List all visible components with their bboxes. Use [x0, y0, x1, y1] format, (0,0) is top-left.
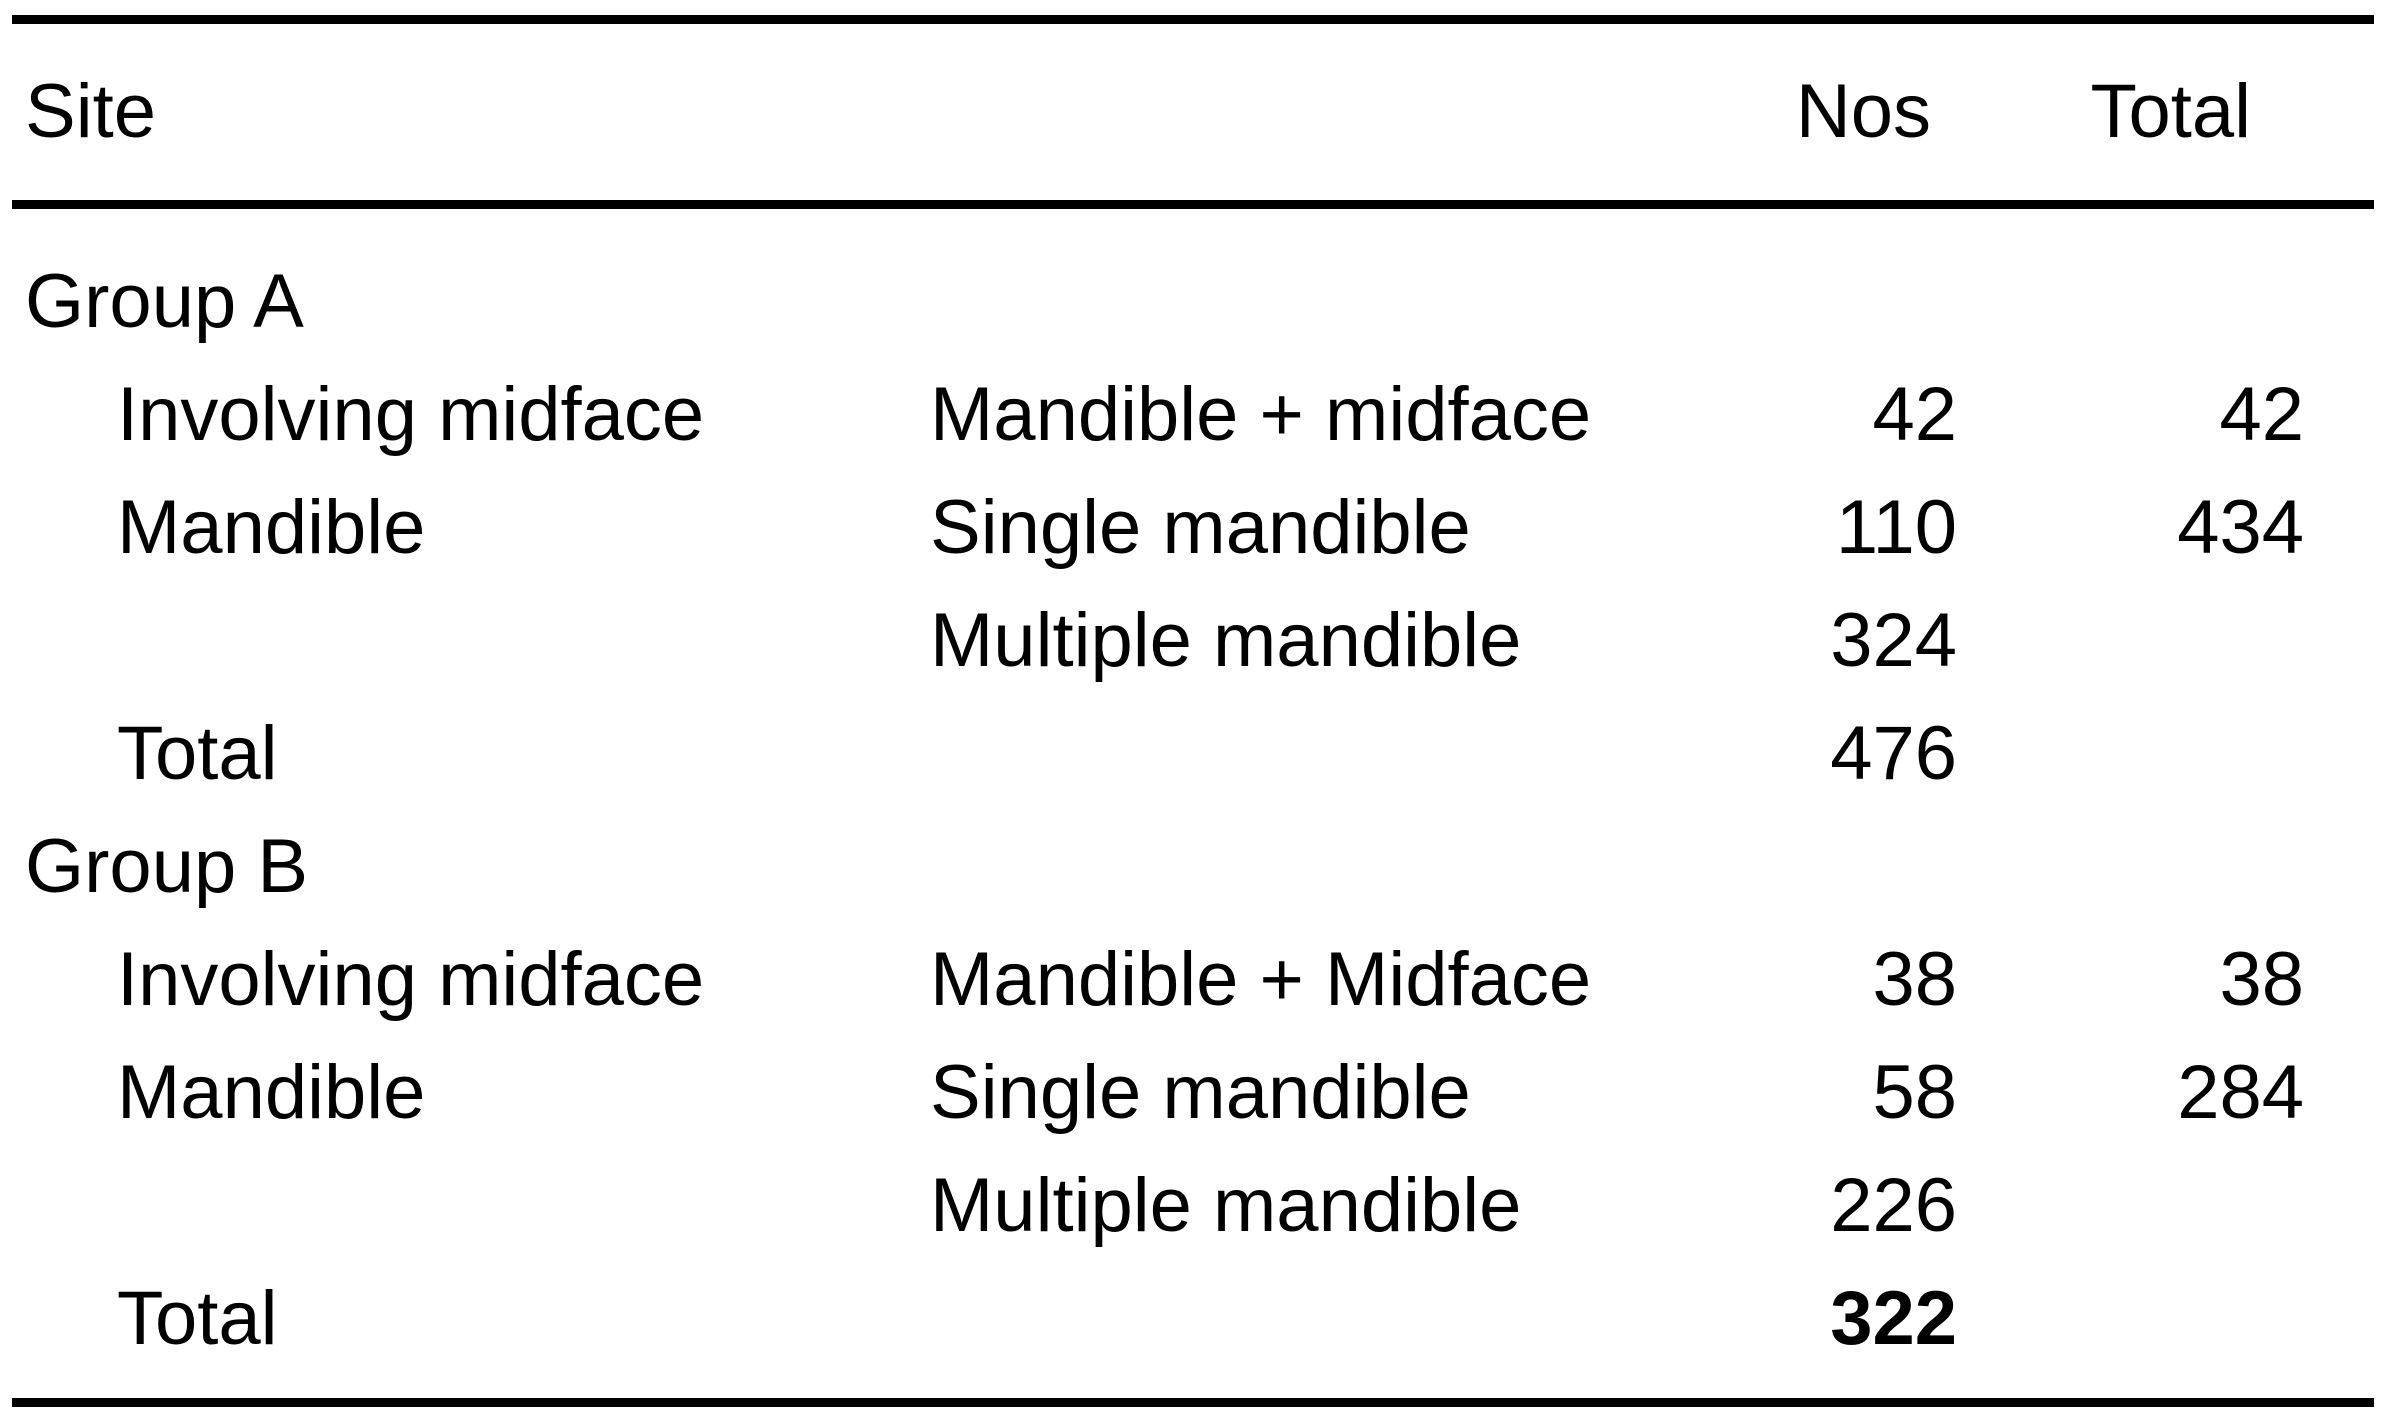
table-body: Group A Involving midface Mandible + midfa…: [12, 205, 2374, 1403]
nos-cell: 38: [1872, 936, 1957, 1022]
site-cell: Total: [117, 710, 278, 796]
table-row: Total 476: [12, 697, 2374, 810]
total-cell: 434: [2177, 484, 2304, 570]
table-header: Site Nos Total: [12, 19, 2374, 209]
col-header-type: [930, 19, 1694, 209]
type-cell: Multiple mandible: [930, 1162, 1522, 1248]
total-cell: 42: [2219, 371, 2304, 457]
total-cell: [1984, 697, 2374, 810]
type-cell: Mandible + Midface: [930, 936, 1592, 1022]
group-label: Group B: [25, 823, 309, 909]
spacer-row: [12, 205, 2374, 246]
site-cell: [12, 584, 930, 697]
col-header-total: Total: [1984, 19, 2374, 209]
table-row: Total 322: [12, 1262, 2374, 1375]
site-cell: Involving midface: [117, 936, 705, 1022]
spacer-cell: [12, 1375, 2374, 1403]
site-cell: Mandible: [117, 1049, 426, 1135]
nos-cell: 226: [1830, 1162, 1957, 1248]
nos-cell: 58: [1872, 1049, 1957, 1135]
type-cell: [930, 1262, 1694, 1375]
table-row: Multiple mandible 324: [12, 584, 2374, 697]
type-cell: Single mandible: [930, 1049, 1471, 1135]
group-header-row: Group A: [12, 245, 2374, 358]
table-row: Multiple mandible 226: [12, 1149, 2374, 1262]
type-cell: [930, 697, 1694, 810]
site-cell: Involving midface: [117, 371, 705, 457]
site-cell: Mandible: [117, 484, 426, 570]
type-cell: Mandible + midface: [930, 371, 1592, 457]
nos-cell: 42: [1872, 371, 1957, 457]
group-header-row: Group B: [12, 810, 2374, 923]
col-header-nos: Nos: [1694, 19, 1984, 209]
site-cell: Total: [117, 1275, 278, 1361]
site-distribution-table: Site Nos Total Group A Involving midface M…: [12, 15, 2374, 1407]
group-label: Group A: [25, 258, 304, 344]
nos-cell: 110: [1835, 484, 1957, 570]
table-row: Involving midface Mandible + midface 42 42: [12, 358, 2374, 471]
spacer-cell: [12, 205, 2374, 246]
col-header-site: Site: [12, 19, 930, 209]
header-row: Site Nos Total: [12, 19, 2374, 209]
site-cell: [12, 1149, 930, 1262]
total-cell: [1984, 584, 2374, 697]
total-cell: 284: [2177, 1049, 2304, 1135]
table-row: Mandible Single mandible 58 284: [12, 1036, 2374, 1149]
table-row: Mandible Single mandible 110 434: [12, 471, 2374, 584]
nos-cell: 476: [1830, 710, 1957, 796]
type-cell: Multiple mandible: [930, 597, 1522, 683]
type-cell: Single mandible: [930, 484, 1471, 570]
table-row: Involving midface Mandible + Midface 38 38: [12, 923, 2374, 1036]
spacer-row: [12, 1375, 2374, 1403]
nos-cell: 324: [1830, 597, 1957, 683]
total-cell: [1984, 1149, 2374, 1262]
total-cell: 38: [2219, 936, 2304, 1022]
total-cell: [1984, 1262, 2374, 1375]
nos-cell: 322: [1830, 1275, 1957, 1361]
